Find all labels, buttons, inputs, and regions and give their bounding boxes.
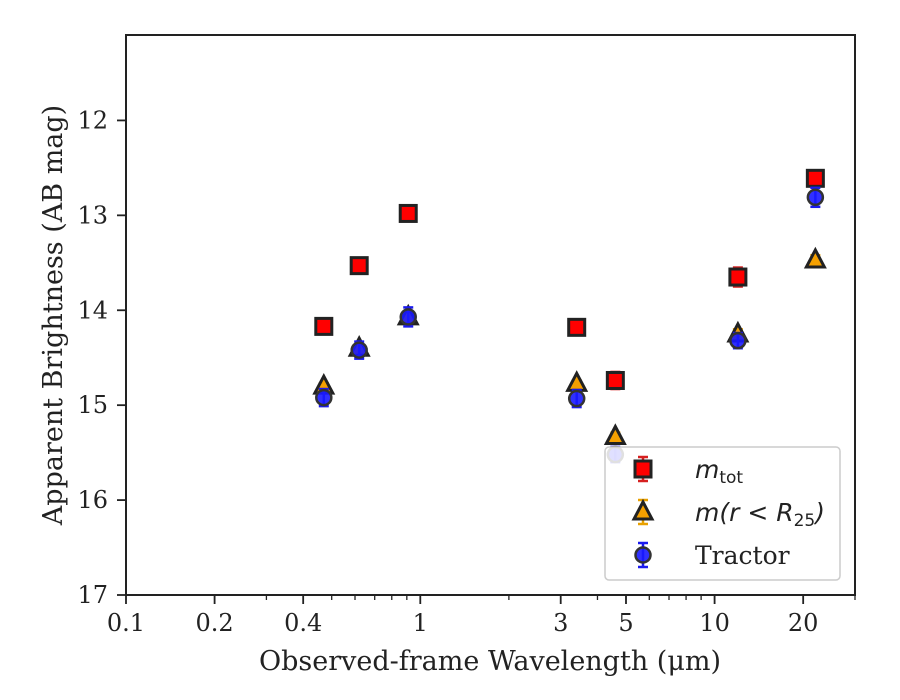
circle-marker	[567, 389, 586, 408]
data-point	[315, 387, 333, 408]
legend-label: Tractor	[695, 541, 790, 570]
y-tick-label: 13	[77, 201, 108, 229]
y-tick-label: 15	[77, 391, 108, 419]
y-tick-label: 14	[77, 296, 108, 324]
data-point	[399, 306, 417, 328]
triangle-marker	[631, 498, 655, 521]
square-marker	[314, 316, 334, 336]
square-marker	[349, 256, 369, 276]
circle-marker	[806, 188, 825, 207]
series-m_r25	[312, 246, 827, 445]
x-tick-label: 3	[553, 609, 568, 637]
data-point	[806, 186, 825, 209]
triangle-marker	[803, 246, 827, 269]
circle-marker	[315, 388, 333, 407]
legend-box	[604, 446, 841, 581]
legend-entry-tractor: Tractor	[634, 541, 790, 570]
circle-marker	[350, 341, 368, 359]
square-marker	[805, 168, 825, 188]
data-point	[314, 316, 334, 336]
x-tick-label: 1	[413, 609, 428, 637]
circle-marker	[729, 331, 747, 350]
data-point	[567, 317, 587, 337]
data-point	[398, 203, 418, 223]
data-point	[349, 256, 369, 276]
x-tick-label: 0.1	[107, 609, 145, 637]
legend-label: m(r < R25)	[695, 498, 825, 531]
y-tick-label: 12	[77, 106, 108, 134]
data-point	[805, 168, 825, 188]
data-point	[603, 423, 627, 445]
x-axis-label: Observed-frame Wavelength (μm)	[259, 646, 721, 677]
plot-frame	[125, 34, 856, 596]
circle-marker	[634, 546, 652, 564]
y-axis-label: Apparent Brightness (AB mag)	[38, 105, 69, 526]
x-tick-label: 0.4	[284, 609, 322, 637]
data-point	[565, 370, 589, 392]
data-point	[350, 340, 368, 360]
square-marker	[728, 267, 748, 287]
plot-area	[312, 168, 827, 464]
data-point	[728, 266, 748, 288]
legend: mtot m(r < R25) Tractor	[604, 446, 841, 581]
data-point	[729, 331, 747, 350]
legend-label: mtot	[695, 455, 743, 488]
x-tick-label: 5	[618, 609, 633, 637]
triangle-marker	[603, 423, 627, 445]
square-marker	[605, 370, 625, 390]
x-tick-label: 10	[699, 609, 730, 637]
x-tick-label: 0.2	[196, 609, 234, 637]
x-tick-label: 20	[788, 609, 819, 637]
y-tick-label: 16	[77, 486, 108, 514]
data-point	[567, 388, 586, 409]
legend-entry-m_r25: m(r < R25)	[631, 498, 825, 531]
legend-entry-m_tot: mtot	[633, 455, 743, 488]
square-marker	[633, 459, 653, 479]
series-m_tot	[314, 168, 825, 391]
square-marker	[398, 203, 418, 223]
triangle-marker	[565, 370, 589, 392]
circle-marker	[399, 308, 417, 326]
data-point	[803, 246, 827, 269]
square-marker	[567, 317, 587, 337]
y-tick-label: 17	[77, 581, 108, 609]
data-point	[605, 370, 625, 391]
